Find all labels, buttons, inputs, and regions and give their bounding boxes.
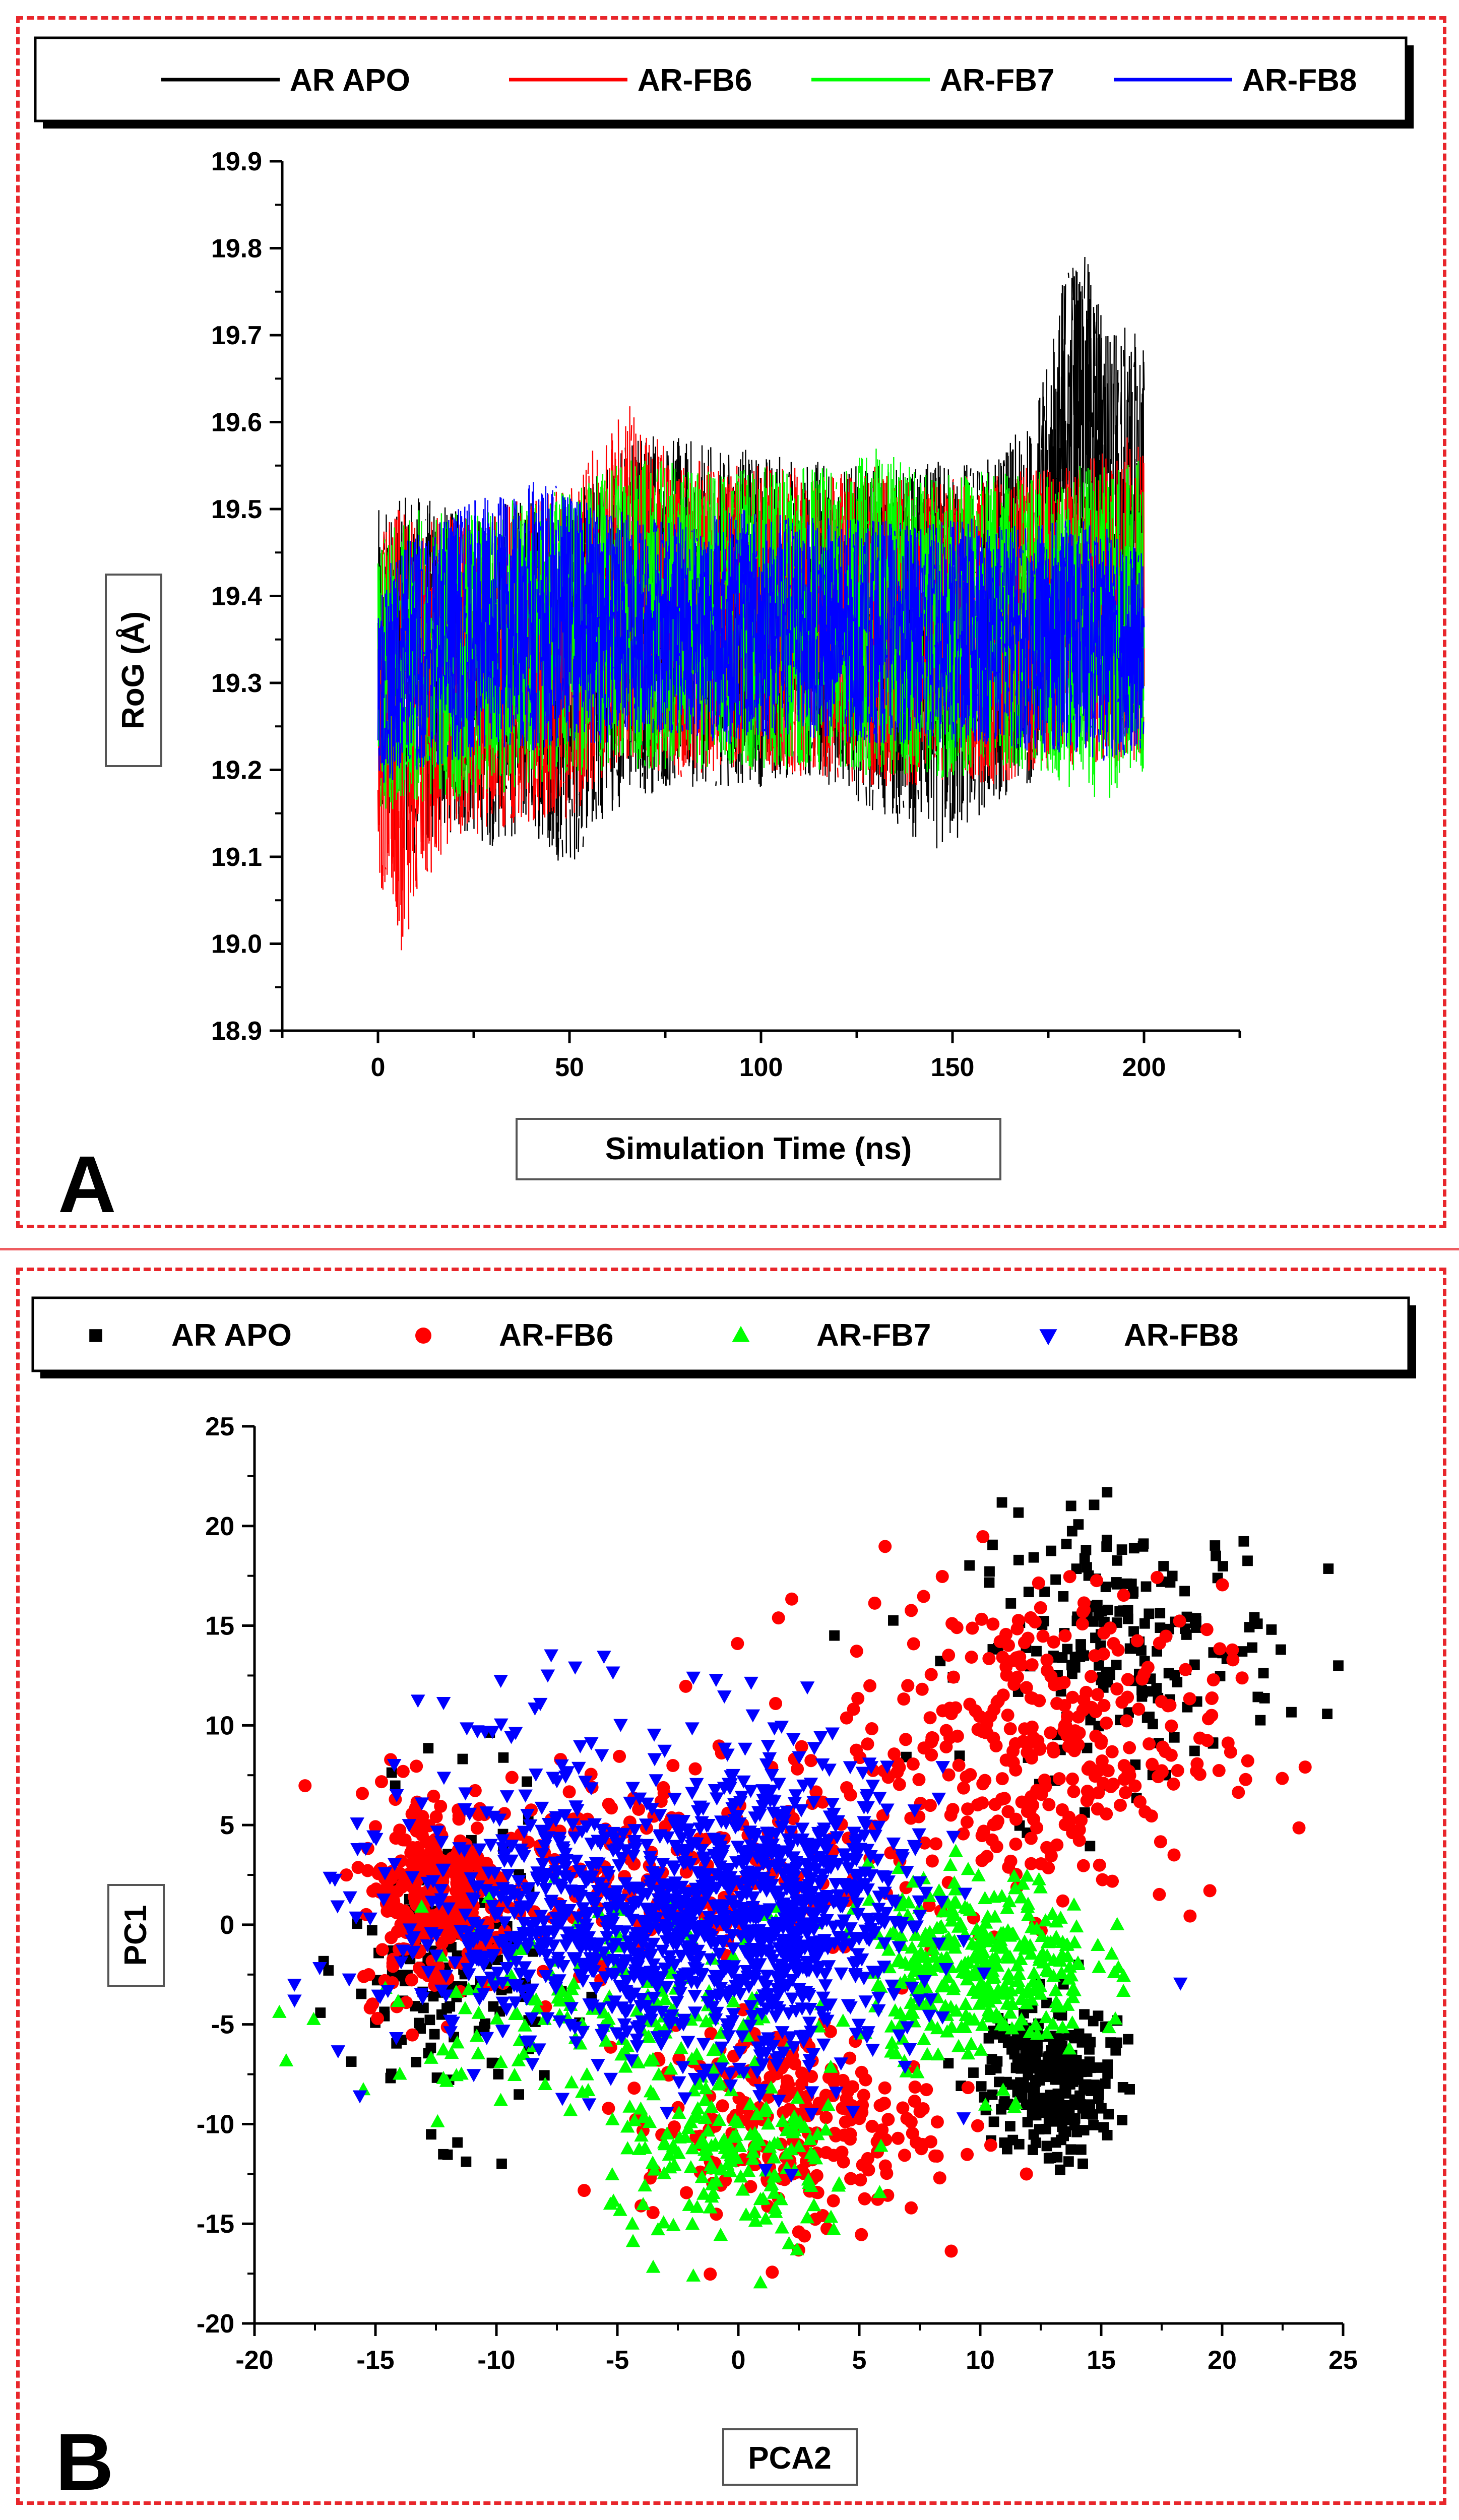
panel-b-frame: [16, 1268, 1446, 2505]
panel-a-frame: [16, 16, 1446, 1228]
series-line-4: [377, 482, 1145, 783]
rog-legend: AR APO AR-FB6 AR-FB7 AR-FB8: [34, 36, 1414, 129]
y-tick-label: 19.2: [211, 756, 262, 785]
y-tick-label: 19.1: [211, 843, 262, 872]
rog-x-axis-title: Simulation Time (ns): [516, 1118, 1001, 1180]
x-tick-label: 200: [1122, 1053, 1166, 1082]
rog-x-label: Simulation Time (ns): [605, 1131, 912, 1166]
panel-label-a: A: [58, 1139, 116, 1229]
y-tick-label: 19.7: [211, 321, 262, 350]
x-tick-label: 100: [739, 1053, 783, 1082]
y-tick-label: 18.9: [211, 1017, 262, 1046]
rog-y-label: RoG (Å): [116, 611, 151, 729]
y-tick-label: 19.5: [211, 495, 262, 524]
legend-label-1: AR APO: [290, 63, 410, 98]
y-tick-label: 19.9: [211, 147, 262, 176]
x-tick-label: 150: [931, 1053, 975, 1082]
legend-label-3: AR-FB7: [940, 63, 1054, 98]
x-tick-label: 0: [371, 1053, 386, 1082]
y-tick-label: 19.8: [211, 234, 262, 264]
rog-y-axis-title: RoG (Å): [105, 574, 162, 767]
y-tick-label: 19.3: [211, 669, 262, 698]
y-tick-label: 19.4: [211, 582, 262, 611]
legend-label-2: AR-FB6: [638, 63, 752, 98]
legend-label-4: AR-FB8: [1242, 63, 1357, 98]
series-ar-fb8: [377, 482, 1145, 783]
x-tick-label: 50: [555, 1053, 584, 1082]
y-tick-label: 19.0: [211, 930, 262, 959]
rog-line-chart: AR APO AR-FB6 AR-FB7 AR-FB8 18.9 19.0 19.1 19.…: [34, 36, 1414, 1229]
y-tick-label: 19.6: [211, 408, 262, 437]
panel-divider: [0, 1248, 1459, 1250]
